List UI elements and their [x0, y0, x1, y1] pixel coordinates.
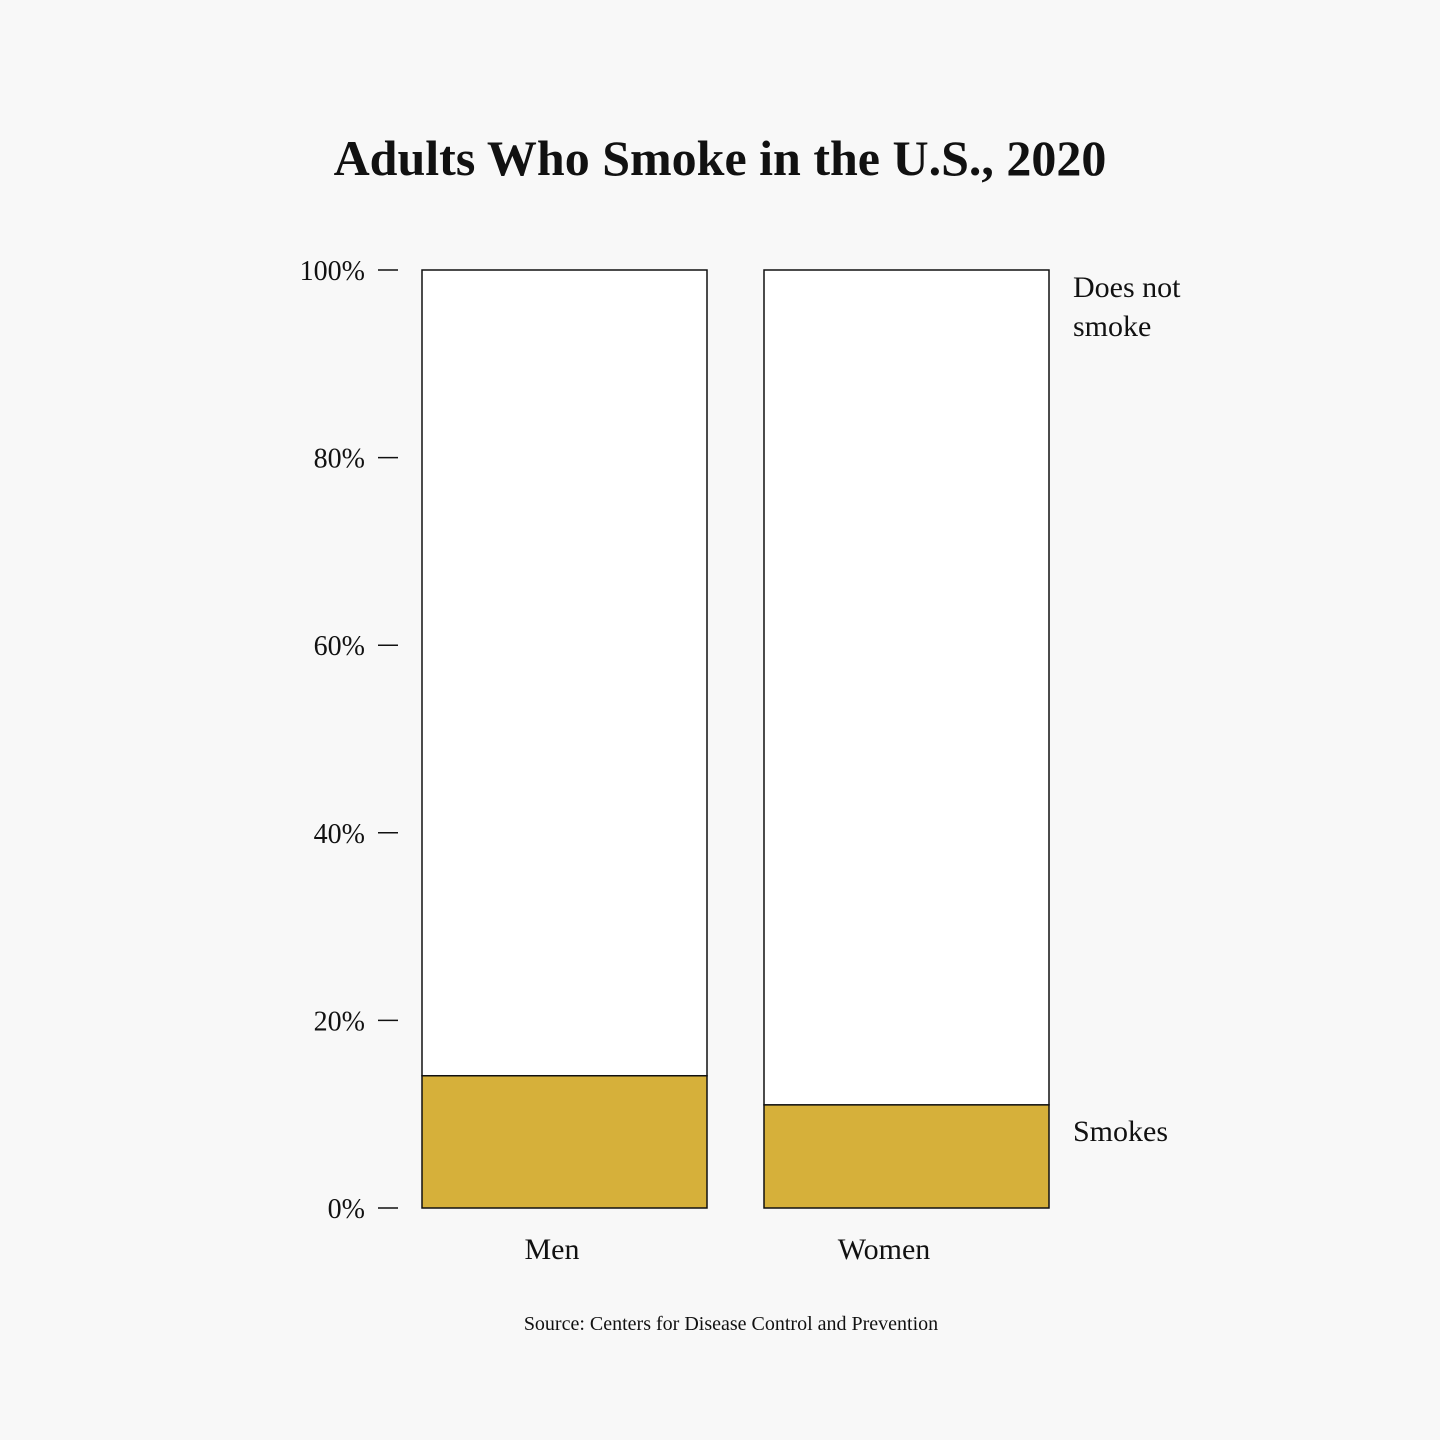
- bar-men-does-not-smoke: [421, 269, 708, 1077]
- y-tick-label: 60%: [314, 631, 365, 662]
- bar-women-does-not-smoke: [763, 269, 1050, 1106]
- legend: Does not smoke Smokes: [1073, 271, 1181, 1148]
- y-axis: 0% 20% 40% 60% 80% 100%: [300, 256, 398, 1225]
- legend-label-does-not-smoke-line1: Does not: [1073, 271, 1181, 304]
- y-tick-label: 20%: [314, 1006, 365, 1037]
- x-axis-labels: Men Women: [525, 1233, 931, 1266]
- y-tick-label: 40%: [314, 819, 365, 850]
- chart-title: Adults Who Smoke in the U.S., 2020: [334, 130, 1107, 186]
- legend-label-does-not-smoke-line2: smoke: [1073, 310, 1151, 343]
- y-tick-label: 80%: [314, 444, 365, 475]
- bar-women-smokes: [763, 1104, 1050, 1209]
- y-tick-label: 0%: [328, 1194, 365, 1225]
- bars: [421, 269, 1050, 1209]
- legend-label-smokes: Smokes: [1073, 1115, 1168, 1148]
- x-category-label: Men: [525, 1233, 580, 1266]
- bar-men-smokes: [421, 1074, 708, 1209]
- source-note: Source: Centers for Disease Control and …: [524, 1313, 938, 1335]
- x-category-label: Women: [838, 1233, 931, 1266]
- y-tick-label: 100%: [300, 256, 365, 287]
